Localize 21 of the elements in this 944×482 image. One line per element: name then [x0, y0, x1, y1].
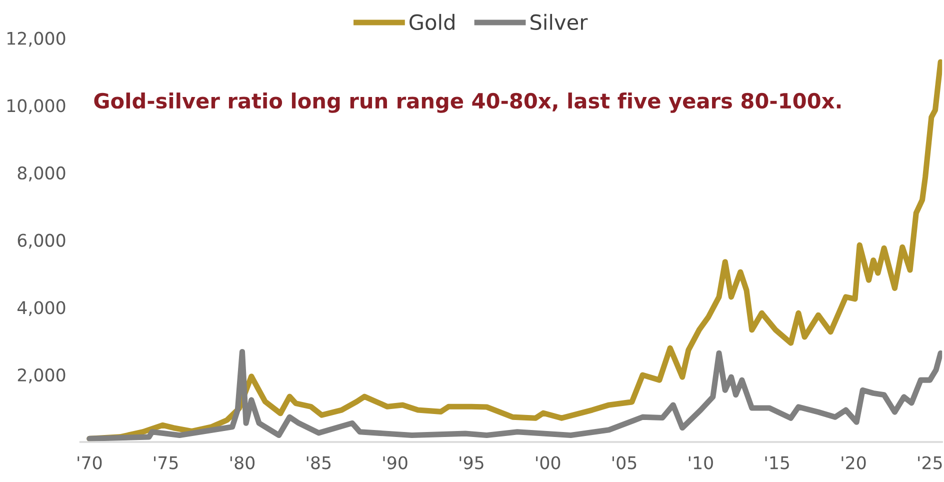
y-tick-label: 12,000 [8, 32, 66, 47]
x-tick-label: '85 [306, 456, 331, 470]
x-tick-label: '05 [612, 456, 636, 470]
x-tick-label: '20 [842, 456, 866, 470]
y-tick-label: 6,000 [18, 234, 66, 249]
x-tick-label: '95 [460, 456, 484, 470]
y-tick-label: 4,000 [18, 301, 66, 316]
x-tick-label: '10 [688, 456, 713, 470]
legend-label: Silver [530, 14, 588, 30]
annotation: Gold-silver ratio long run range 40-80x, last five years 80-100x. [94, 92, 841, 113]
x-tick-label: '90 [383, 456, 408, 470]
x-tick-label: '15 [765, 456, 789, 470]
x-tick-label: '75 [154, 456, 178, 470]
x-tick-label: '25 [918, 456, 942, 470]
y-tick-label: 8,000 [18, 166, 66, 182]
x-tick-label: '00 [536, 456, 560, 470]
y-tick-label: 2,000 [18, 368, 66, 384]
x-tick-label: '70 [78, 456, 102, 470]
x-tick-label: '80 [230, 456, 255, 470]
legend-label: Gold [410, 14, 454, 30]
y-tick-label: 10,000 [8, 99, 66, 114]
